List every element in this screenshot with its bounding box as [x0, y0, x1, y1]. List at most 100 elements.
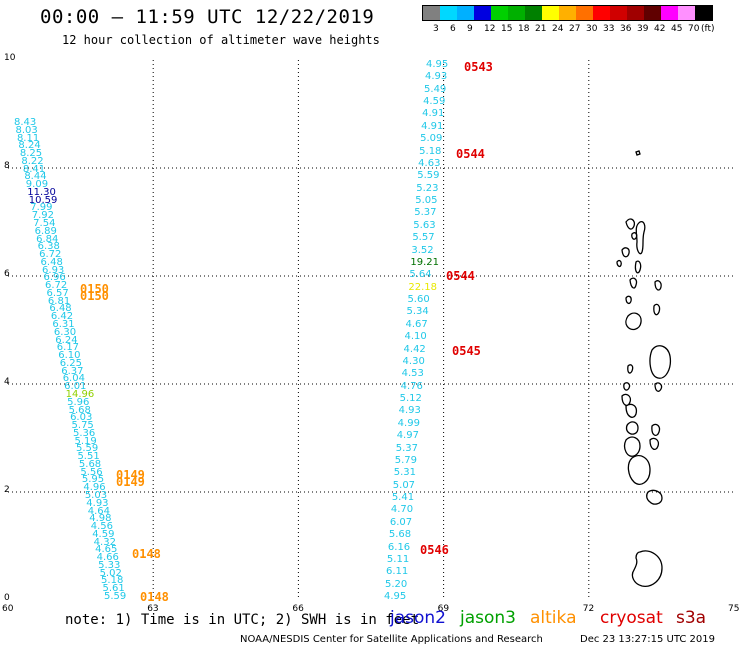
color-scale-label: 45: [671, 24, 683, 34]
island-6: [649, 345, 672, 392]
pass-time-label: 0149: [116, 468, 145, 482]
color-scale-label: 39: [637, 24, 649, 34]
wave-height-value: 8.03: [15, 124, 38, 136]
wave-height-value: 4.10: [404, 331, 427, 343]
wave-height-value: 6.16: [387, 541, 411, 553]
wave-height-value: 4.93: [398, 405, 421, 417]
color-swatch: [559, 6, 576, 20]
wave-height-value: 6.96: [43, 272, 66, 284]
wave-height-value: 4.32: [93, 536, 116, 548]
wave-height-value: 6.42: [50, 311, 74, 323]
wave-height-value: 8.43: [14, 117, 37, 128]
color-scale-label: 33: [603, 24, 615, 34]
island-3: [634, 220, 646, 274]
grid-lines: [8, 60, 734, 600]
color-swatch: [695, 6, 712, 20]
pass-time-label: 0148: [140, 590, 169, 604]
island-2: [616, 218, 638, 268]
color-swatch: [576, 6, 593, 20]
credit-text: NOAA/NESDIS Center for Satellite Applica…: [240, 634, 543, 645]
y-tick-label: 6: [4, 269, 10, 279]
wave-height-value: 6.17: [56, 342, 80, 354]
color-scale-label: 18: [518, 24, 530, 34]
wave-height-value: 5.61: [102, 583, 125, 595]
mission-jason3: jason3: [460, 608, 516, 628]
color-scale-label: 70: [688, 24, 700, 34]
wave-height-value: 5.37: [395, 442, 418, 454]
wave-height-value: 8.41: [22, 163, 46, 175]
wave-height-value: 5.02: [99, 567, 122, 579]
wave-height-value: 5.49: [424, 83, 447, 95]
y-tick-label: 4: [4, 377, 10, 387]
wave-height-value: 4.59: [92, 528, 115, 540]
wave-height-value: 4.93: [425, 71, 448, 83]
wave-height-value: 5.07: [392, 479, 416, 491]
island-10: [646, 489, 663, 505]
color-swatch: [593, 6, 610, 20]
wave-height-value: 5.68: [388, 529, 412, 541]
island-11: [631, 550, 663, 587]
wave-height-value: 7.54: [33, 218, 56, 230]
color-swatch: [644, 6, 661, 20]
wave-height-value: 5.41: [391, 492, 415, 504]
color-swatch: [525, 6, 542, 20]
wave-height-value: 5.96: [67, 396, 90, 408]
island-9: [627, 455, 651, 485]
wave-height-value: 5.12: [399, 393, 422, 405]
wave-height-value: 5.18: [101, 575, 124, 587]
wave-height-value: 4.59: [423, 96, 446, 108]
color-swatch: [542, 6, 559, 20]
wave-height-value: 5.75: [71, 420, 94, 432]
wave-height-value: 4.76: [400, 380, 423, 392]
x-tick-label: 63: [147, 604, 159, 614]
wave-height-value: 7.99: [30, 202, 53, 214]
wave-height-value: 5.68: [68, 404, 91, 416]
y-tick-label: 2: [4, 485, 10, 495]
color-swatch: [678, 6, 695, 20]
wave-height-value: 11.30: [27, 186, 56, 198]
color-scale-label: 9: [467, 24, 473, 34]
color-swatch: [508, 6, 525, 20]
wave-height-value: 5.79: [394, 454, 417, 466]
wave-height-value: 7.92: [31, 210, 54, 222]
wave-height-value: 4.96: [83, 482, 106, 494]
color-scale-label: 42: [654, 24, 666, 34]
color-swatch: [457, 6, 474, 20]
wave-height-value: 6.03: [70, 412, 93, 424]
wave-height-value: 8.44: [24, 171, 47, 183]
mission-cryosat: cryosat: [600, 608, 663, 628]
color-scale-label: 12: [484, 24, 496, 34]
wave-height-value: 5.56: [80, 466, 103, 478]
wave-height-value: 6.48: [49, 303, 72, 315]
color-scale-label: 24: [552, 24, 564, 34]
wave-height-value: 6.10: [58, 350, 81, 362]
pass-time-label: 0544: [446, 269, 475, 283]
wave-height-value: 6.89: [34, 225, 57, 237]
color-swatch: [661, 6, 678, 20]
wave-height-value: 6.01: [64, 381, 87, 393]
island-8: [623, 421, 661, 457]
wave-height-value: 5.36: [73, 427, 96, 439]
wave-height-value: 5.59: [417, 170, 440, 182]
y-tick-label: 10: [4, 53, 16, 63]
wave-height-value: 6.04: [62, 373, 85, 385]
wave-height-value: 5.18: [419, 145, 442, 157]
wave-height-value: 3.52: [411, 244, 434, 256]
wave-height-value: 4.91: [421, 120, 444, 132]
wave-height-value: 5.05: [415, 195, 438, 207]
map-title: 00:00 – 11:59 UTC 12/22/2019: [40, 6, 375, 28]
map-subtitle: 12 hour collection of altimeter wave hei…: [62, 33, 380, 47]
wave-height-value: 5.33: [98, 559, 121, 571]
wave-height-value: 6.25: [59, 357, 82, 369]
x-tick-label: 75: [728, 604, 740, 614]
wave-height-value: 22.18: [408, 281, 438, 293]
color-scale-label: 30: [586, 24, 598, 34]
y-tick-label: 0: [4, 593, 10, 603]
color-scale-label: 6: [450, 24, 456, 34]
wave-height-value: 5.11: [386, 553, 410, 565]
wave-height-value: 6.07: [389, 516, 413, 528]
wave-height-value: 6.93: [42, 264, 65, 276]
wave-height-value: 6.30: [53, 326, 77, 338]
wave-height-value: 6.38: [37, 241, 60, 253]
wave-height-value: 5.63: [413, 219, 436, 231]
